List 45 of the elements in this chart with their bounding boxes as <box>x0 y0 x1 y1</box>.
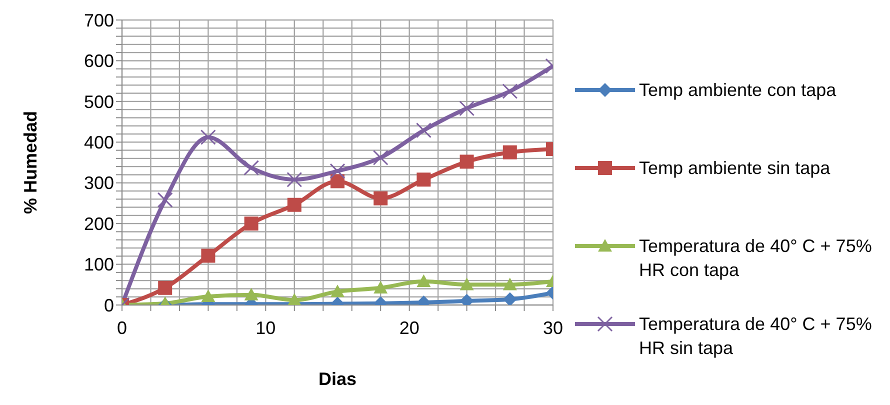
point <box>416 122 432 138</box>
point <box>157 192 173 208</box>
legend-label: Temp ambiente sin tapa <box>639 157 832 180</box>
point <box>459 100 475 116</box>
x-tick-label: 30 <box>542 318 564 338</box>
legend-label: Temperatura de 40° C + 75% HR con tapa <box>639 235 873 282</box>
x-axis-title: Dias <box>318 369 357 389</box>
point <box>460 154 474 169</box>
point <box>502 278 517 290</box>
point <box>330 174 344 188</box>
point <box>374 280 388 294</box>
x-tick-label: 0 <box>116 318 128 338</box>
legend-label: Temperatura de 40° C + 75% HR sin tapa <box>639 313 873 360</box>
point <box>502 292 517 305</box>
point <box>502 84 518 99</box>
point <box>244 288 258 300</box>
point <box>201 248 216 263</box>
y-tick-label: 0 <box>104 295 114 316</box>
point <box>244 216 258 231</box>
point <box>158 280 172 295</box>
x-tick-label: 10 <box>256 318 276 338</box>
point <box>201 289 216 302</box>
point <box>416 172 431 187</box>
y-tick-label: 500 <box>84 92 114 112</box>
y-axis-title: % Humedad <box>20 110 40 214</box>
point <box>200 130 216 146</box>
point <box>287 293 302 305</box>
point <box>416 274 431 287</box>
y-tick-label: 300 <box>84 173 114 194</box>
point <box>286 172 302 188</box>
point <box>330 284 344 298</box>
point <box>330 163 346 179</box>
y-tick-label: 400 <box>84 132 114 153</box>
x-tick-label: 20 <box>399 318 420 338</box>
point <box>374 191 388 206</box>
y-tick-label: 200 <box>84 214 114 234</box>
y-tick-label: 700 <box>84 10 114 30</box>
point <box>502 145 517 160</box>
point <box>460 278 474 290</box>
point <box>372 150 388 166</box>
y-tick-label: 600 <box>84 51 114 72</box>
point <box>287 198 302 212</box>
point <box>244 160 260 176</box>
y-tick-label: 100 <box>84 254 114 275</box>
legend-label: Temp ambiente con tapa <box>639 79 838 102</box>
